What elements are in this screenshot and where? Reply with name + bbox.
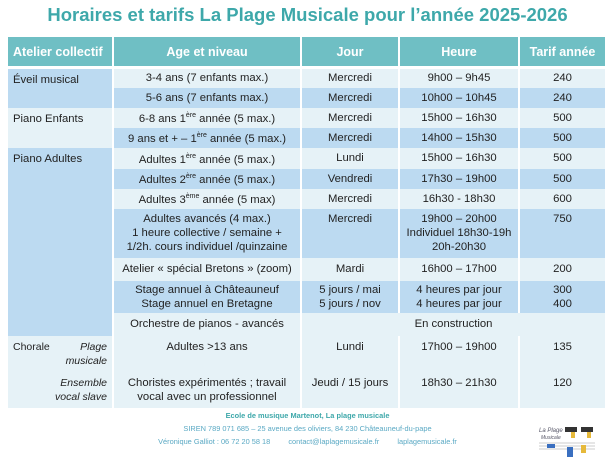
col-heure: Heure	[399, 37, 520, 69]
footer-email[interactable]: contact@laplagemusicale.fr	[288, 437, 380, 446]
footer-contact: Véronique Galliot : 06 72 20 58 18 conta…	[0, 437, 615, 446]
cell-jour: Mardi	[301, 257, 400, 281]
table-row: Orchestre de pianos - avancés En constru…	[8, 312, 607, 336]
cell-jour: Vendredi	[301, 168, 400, 189]
cell-tarif: 500	[519, 107, 607, 128]
cell-age: 3-4 ans (7 enfants max.)	[113, 67, 302, 88]
group-piano-enfants: Piano Enfants	[8, 107, 114, 148]
cell-age: Adultes 1ère année (5 max.)	[113, 147, 302, 169]
cell-age: 6-8 ans 1ère année (5 max.)	[113, 107, 302, 128]
col-age: Age et niveau	[113, 37, 302, 69]
table-header: Atelier collectif Age et niveau Jour Heu…	[8, 37, 607, 69]
cell-jour: Mercredi	[301, 87, 400, 108]
cell-age: Adultes 2ère année (5 max.)	[113, 168, 302, 189]
cell-age: Choristes expérimentés ; travail vocal av…	[113, 371, 302, 408]
cell-tarif: 300 400	[519, 280, 607, 313]
cell-jour: Mercredi	[301, 188, 400, 209]
group-ensemble-vocal: Ensemble vocal slave	[8, 371, 114, 408]
cell-age: Adultes 3ème année (5 max)	[113, 188, 302, 209]
page-title: Horaires et tarifs La Plage Musicale pou…	[47, 4, 568, 25]
cell-heure: 19h00 – 20h00 Individuel 18h30-19h 20h-20h…	[399, 208, 520, 258]
footer-phone: Véronique Galliot : 06 72 20 58 18	[158, 437, 271, 446]
cell-tarif: 135	[519, 335, 607, 372]
cell-heure: 4 heures par jour 4 heures par jour	[399, 280, 520, 313]
table-row: Piano Enfants 6-8 ans 1ère année (5 max.…	[8, 107, 607, 148]
cell-age: Atelier « spécial Bretons » (zoom)	[113, 257, 302, 281]
cell-jour: Mercredi	[301, 208, 400, 258]
cell-age: 5-6 ans (7 enfants max.)	[113, 87, 302, 108]
table-row: Atelier « spécial Bretons » (zoom) Mardi…	[8, 257, 607, 281]
cell-tarif: 500	[519, 168, 607, 189]
cell-jour: 5 jours / mai 5 jours / nov	[301, 280, 400, 313]
cell-heure: 16h00 – 17h00	[399, 257, 520, 281]
cell-heure: 10h00 – 10h45	[399, 87, 520, 108]
cell-age: Adultes >13 ans	[113, 335, 302, 372]
cell-heure: 17h30 – 19h00	[399, 168, 520, 189]
footer-address: SIREN 789 071 685 – 25 avenue des olivie…	[183, 424, 432, 433]
group-piano-adultes: Piano Adultes	[8, 147, 114, 336]
col-atelier: Atelier collectif	[8, 37, 114, 69]
svg-text:Musicale: Musicale	[541, 435, 561, 441]
cell-age: Orchestre de pianos - avancés	[113, 312, 302, 336]
group-chorale: Chorale Plage musicale	[8, 335, 114, 372]
svg-text:La Plage: La Plage	[539, 428, 563, 434]
footer-school-name: Ecole de musique Martenot, La plage musi…	[225, 411, 390, 420]
cell-tarif: 240	[519, 87, 607, 108]
cell-tarif: 120	[519, 371, 607, 408]
group-eveil: Éveil musical	[8, 67, 114, 108]
table-row: Adultes 2ère année (5 max.) Vendredi 17h…	[8, 168, 607, 189]
cell-jour: Mercredi	[301, 67, 400, 88]
cell-age: Stage annuel à Châteauneuf Stage annuel e…	[113, 280, 302, 313]
cell-heure: 14h00 – 15h30	[399, 127, 520, 148]
footer-website[interactable]: laplagemusicale.fr	[397, 437, 457, 446]
cell-jour: Mercredi	[301, 107, 400, 128]
table-row: Chorale Plage musicale Adultes >13 ans L…	[8, 335, 607, 372]
school-logo: La Plage Musicale	[539, 427, 595, 457]
table-row: Adultes avancés (4 max.) 1 heure collecti…	[8, 208, 607, 258]
cell-heure: 15h00 – 16h30	[399, 147, 520, 169]
cell-jour: Lundi	[301, 335, 400, 372]
table-row: 5-6 ans (7 enfants max.) Mercredi 10h00 …	[8, 87, 607, 108]
table-row: Adultes 3ème année (5 max) Mercredi 16h3…	[8, 188, 607, 209]
cell-jour: Mercredi	[301, 127, 400, 148]
cell-heure: 15h00 – 16h30	[399, 107, 520, 128]
cell-heure: 9h00 – 9h45	[399, 67, 520, 88]
cell-tarif: 240	[519, 67, 607, 88]
schedule-table: Atelier collectif Age et niveau Jour Heu…	[8, 37, 607, 408]
cell-tarif: 750	[519, 208, 607, 258]
cell-tarif: 200	[519, 257, 607, 281]
cell-tarif: 600	[519, 188, 607, 209]
cell-tarif: 500	[519, 147, 607, 169]
table-row: Stage annuel à Châteauneuf Stage annuel e…	[8, 280, 607, 313]
table-row: Piano Adultes Adultes 1ère année (5 max.…	[8, 147, 607, 336]
cell-jour: Lundi	[301, 147, 400, 169]
cell-age: Adultes avancés (4 max.) 1 heure collecti…	[113, 208, 302, 258]
table-row: 9 ans et + – 1ère année (5 max.) Mercred…	[8, 127, 607, 148]
col-jour: Jour	[301, 37, 400, 69]
cell-jour: Jeudi / 15 jours	[301, 371, 400, 408]
cell-age: 9 ans et + – 1ère année (5 max.)	[113, 127, 302, 148]
cell-status: En construction	[301, 312, 607, 336]
table-row: Ensemble vocal slave Choristes expérimen…	[8, 371, 607, 408]
cell-heure: 16h30 - 18h30	[399, 188, 520, 209]
cell-heure: 17h00 – 19h00	[399, 335, 520, 372]
col-tarif: Tarif année	[519, 37, 607, 69]
cell-tarif: 500	[519, 127, 607, 148]
cell-heure: 18h30 – 21h30	[399, 371, 520, 408]
table-row: Éveil musical 3-4 ans (7 enfants max.) M…	[8, 67, 607, 108]
